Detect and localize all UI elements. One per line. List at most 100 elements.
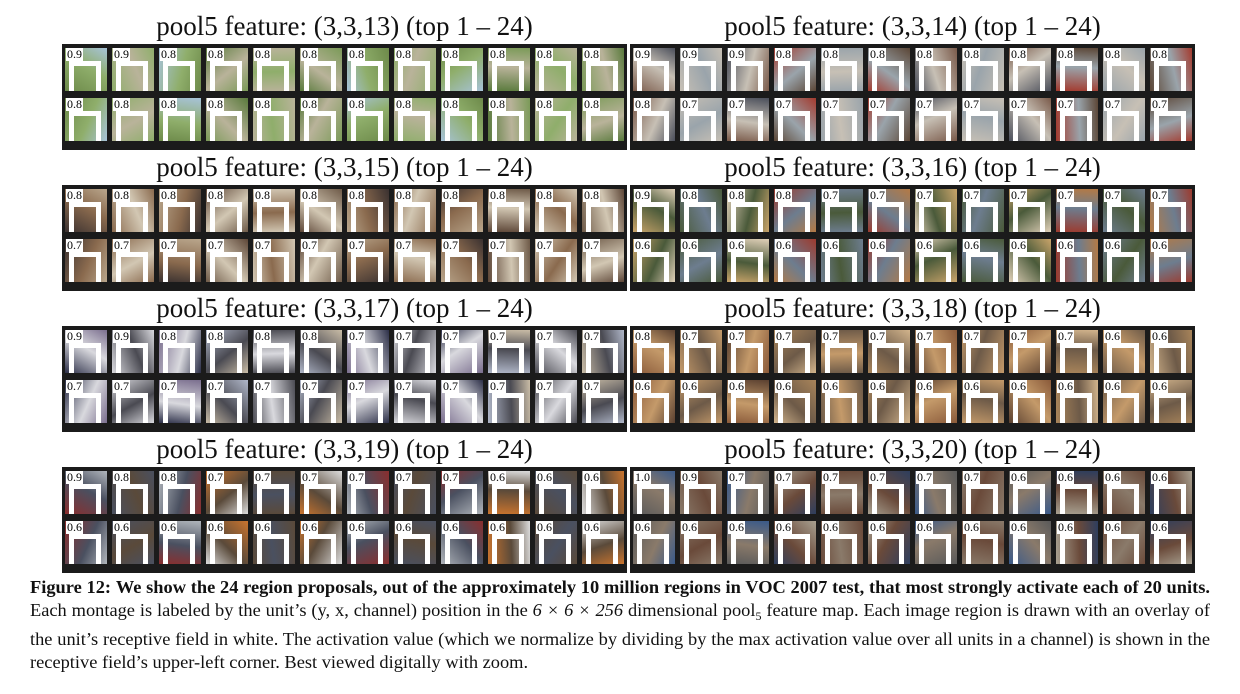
receptive-field-overlay [778,484,810,514]
region-thumbnail: 0.6 [1009,521,1051,564]
receptive-field-overlay [684,111,716,141]
activation-value: 0.6 [1151,239,1168,252]
activation-value: 0.6 [963,521,980,534]
activation-value: 0.8 [1104,48,1121,61]
activation-value: 0.8 [301,189,318,202]
receptive-field-overlay [1107,252,1139,282]
activation-value: 0.9 [634,189,651,202]
activation-value: 0.7 [963,471,980,484]
receptive-field-overlay [351,252,383,282]
receptive-field-overlay [825,202,857,232]
region-thumbnail: 0.9 [65,471,107,514]
region-thumbnail: 0.8 [394,189,436,232]
region-thumbnail: 0.7 [441,380,483,423]
region-thumbnail: 0.8 [821,48,863,91]
receptive-field-overlay [637,343,669,373]
activation-value: 0.7 [66,239,83,252]
receptive-field-overlay [919,393,951,423]
activation-value: 0.7 [583,239,600,252]
region-thumbnail: 0.6 [1103,380,1145,423]
activation-value: 0.7 [160,380,177,393]
region-thumbnail: 0.6 [206,521,248,564]
region-thumbnail: 0.7 [300,471,342,514]
activation-value: 0.7 [348,239,365,252]
region-thumbnail: 0.8 [488,48,530,91]
activation-value: 0.7 [207,239,224,252]
montage-title: pool5 feature: (3,3,14) (top 1 – 24) [724,11,1101,41]
activation-value: 0.6 [822,380,839,393]
thumbnail-strip: 1.0 0.9 0.7 0.7 0.7 0.7 0.7 0.7 0.6 0.6 0.6 0.6 0.6 0… [630,467,1195,573]
activation-value: 0.6 [1104,330,1121,343]
region-thumbnail: 0.7 [112,239,154,282]
receptive-field-overlay [1107,484,1139,514]
region-thumbnail: 0.9 [65,48,107,91]
region-thumbnail: 0.7 [868,98,910,141]
receptive-field-overlay [210,534,242,564]
caption-bold-text: We show the 24 region proposals, out of … [115,577,1210,597]
region-thumbnail: 0.9 [680,471,722,514]
region-thumbnail: 0.6 [680,521,722,564]
region-thumbnail: 0.6 [488,471,530,514]
caption-text-1: Each montage is labeled by the unit’s (y… [30,600,528,620]
activation-value: 0.8 [583,98,600,111]
region-thumbnail: 0.6 [868,380,910,423]
region-thumbnail: 0.7 [821,98,863,141]
activation-value: 0.7 [1010,98,1027,111]
region-thumbnail: 0.9 [65,330,107,373]
receptive-field-overlay [778,252,810,282]
activation-value: 0.7 [963,330,980,343]
activation-value: 0.7 [1104,189,1121,202]
activation-value: 0.8 [681,189,698,202]
activation-value: 0.8 [113,98,130,111]
region-thumbnail: 0.7 [441,239,483,282]
activation-value: 0.7 [1151,189,1168,202]
activation-value: 0.7 [1104,98,1121,111]
receptive-field-overlay [116,61,148,91]
receptive-field-overlay [445,202,477,232]
activation-value: 0.8 [536,48,553,61]
receptive-field-overlay [398,393,430,423]
region-thumbnail: 0.8 [441,98,483,141]
receptive-field-overlay [1107,202,1139,232]
activation-value: 0.8 [254,189,271,202]
thumbnail-strip: 0.9 0.9 0.9 0.8 0.8 0.8 0.8 0.8 0.8 0.8 0.8 0.8 0.8 0… [630,44,1195,150]
receptive-field-overlay [1154,252,1186,282]
region-thumbnail: 0.6 [774,521,816,564]
region-thumbnail: 0.7 [868,471,910,514]
region-thumbnail: 0.8 [253,330,295,373]
region-thumbnail: 0.7 [962,189,1004,232]
activation-value: 0.6 [348,521,365,534]
activation-value: 0.6 [1057,380,1074,393]
region-thumbnail: 0.7 [394,330,436,373]
region-thumbnail: 0.6 [1056,471,1098,514]
activation-value: 0.7 [1057,98,1074,111]
region-thumbnail: 0.7 [1056,98,1098,141]
region-thumbnail: 0.6 [774,380,816,423]
receptive-field-overlay [637,202,669,232]
region-thumbnail: 0.8 [535,48,577,91]
activation-value: 0.7 [822,189,839,202]
receptive-field-overlay [778,61,810,91]
activation-value: 0.7 [1057,189,1074,202]
receptive-field-overlay [919,202,951,232]
activation-value: 0.7 [395,471,412,484]
region-thumbnail: 0.7 [1056,330,1098,373]
activation-value: 0.7 [160,239,177,252]
receptive-field-overlay [731,393,763,423]
receptive-field-overlay [304,534,336,564]
activation-value: 0.7 [963,98,980,111]
activation-value: 0.7 [681,330,698,343]
region-thumbnail: 0.6 [962,380,1004,423]
receptive-field-overlay [778,343,810,373]
receptive-field-overlay [1060,252,1092,282]
activation-value: 0.6 [395,521,412,534]
receptive-field-overlay [539,534,571,564]
receptive-field-overlay [257,111,289,141]
receptive-field-overlay [637,61,669,91]
receptive-field-overlay [1013,202,1045,232]
region-thumbnail: 0.6 [1056,239,1098,282]
region-thumbnail: 0.8 [347,98,389,141]
activation-value: 0.6 [66,521,83,534]
region-thumbnail: 0.6 [962,521,1004,564]
region-thumbnail: 0.8 [774,48,816,91]
